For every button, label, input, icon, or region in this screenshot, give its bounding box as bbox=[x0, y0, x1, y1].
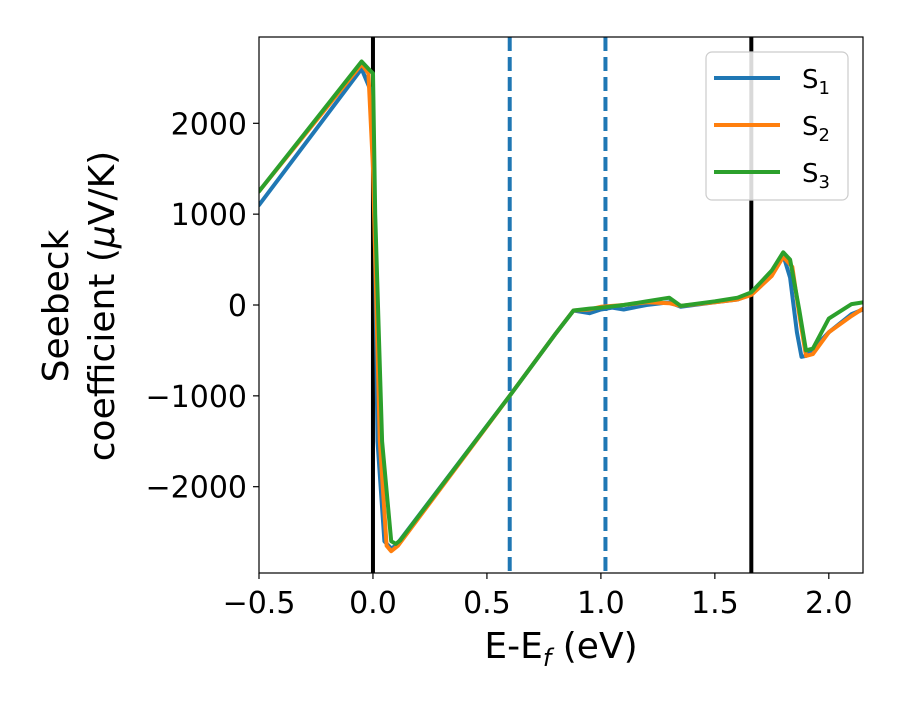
series-lines bbox=[259, 59, 863, 554]
legend: S1 S2 S3 bbox=[705, 51, 849, 201]
x-tick-label: 0.5 bbox=[463, 586, 511, 621]
x-tick-label: 0.0 bbox=[349, 586, 397, 621]
legend-label: S3 bbox=[802, 159, 830, 193]
y-tick-label: 0 bbox=[228, 289, 247, 324]
legend-label: S1 bbox=[802, 65, 830, 99]
y-axis-label-line1: Seebeck bbox=[36, 229, 77, 382]
x-tick-label: 1.5 bbox=[691, 586, 739, 621]
x-axis: −0.5 0.0 0.5 1.0 1.5 2.0 bbox=[223, 573, 853, 621]
legend-items: S1 S2 S3 bbox=[714, 65, 830, 193]
legend-label: S2 bbox=[802, 112, 830, 146]
y-tick-label: −2000 bbox=[146, 471, 247, 506]
x-tick-label: 2.0 bbox=[805, 586, 853, 621]
x-axis-label: E-Ef (eV) bbox=[484, 626, 637, 672]
y-axis: −2000 −1000 0 1000 2000 bbox=[146, 107, 259, 506]
y-tick-label: 1000 bbox=[171, 198, 247, 233]
y-axis-label: Seebeck coefficient (μV/K) bbox=[36, 151, 123, 461]
x-tick-label: −0.5 bbox=[223, 586, 296, 621]
y-axis-label-line2: coefficient (μV/K) bbox=[82, 151, 123, 461]
y-tick-label: −1000 bbox=[146, 380, 247, 415]
y-tick-label: 2000 bbox=[171, 107, 247, 142]
series-line-S3 bbox=[259, 59, 863, 546]
x-tick-label: 1.0 bbox=[577, 586, 625, 621]
